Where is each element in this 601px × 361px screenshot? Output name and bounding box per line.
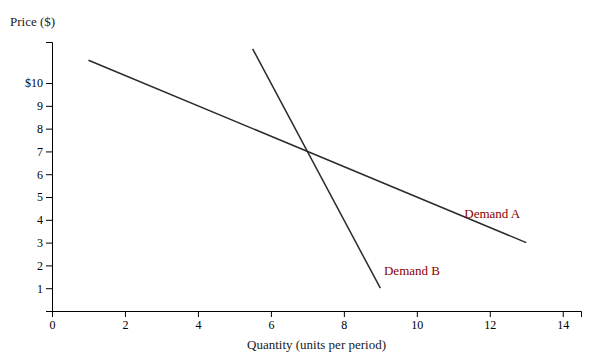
x-tick: 14 xyxy=(557,311,569,332)
x-tick: 10 xyxy=(411,311,423,332)
x-tick: 0 xyxy=(50,311,56,332)
annotation: Demand A xyxy=(464,206,521,221)
y-tick-label: 1 xyxy=(37,282,43,296)
y-tick: 7 xyxy=(37,145,52,159)
annotations: Demand A Demand B xyxy=(384,206,521,278)
y-tick-mark xyxy=(46,106,52,107)
y-tick: $10 xyxy=(25,76,52,90)
plot-area xyxy=(88,49,526,288)
x-tick: 12 xyxy=(484,311,496,332)
x-tick: 4 xyxy=(195,311,201,332)
x-tick-mark xyxy=(125,311,126,317)
y-tick: 9 xyxy=(37,99,52,113)
x-tick-mark xyxy=(198,311,199,317)
y-tick-label: 2 xyxy=(37,259,43,273)
y-tick-label: 5 xyxy=(37,190,43,204)
x-tick-label: 2 xyxy=(122,318,128,332)
y-tick-label: 7 xyxy=(37,145,43,159)
annotation: Demand B xyxy=(384,263,440,278)
x-tick-label: 10 xyxy=(411,318,423,332)
chart: 02468101214123456789$10Demand ADemand BQ… xyxy=(0,0,601,361)
y-tick-mark xyxy=(46,151,52,152)
x-tick-label: 14 xyxy=(557,318,569,332)
x-tick-label: 12 xyxy=(484,318,496,332)
y-tick: 6 xyxy=(37,168,52,182)
y-tick-label: 9 xyxy=(37,99,43,113)
x-tick-label: 0 xyxy=(50,318,56,332)
x-tick-label: 6 xyxy=(268,318,274,332)
x-axis-line xyxy=(53,312,582,318)
x-tick-mark xyxy=(271,311,272,317)
y-tick-label: 6 xyxy=(37,168,43,182)
y-axis: 1 2 3 4 5 6 7 8 9 $10 xyxy=(25,43,53,312)
y-tick-label: 4 xyxy=(37,213,43,227)
y-tick-mark xyxy=(46,129,52,130)
y-tick-label: 8 xyxy=(37,122,43,136)
y-tick-mark xyxy=(46,174,52,175)
y-axis-title: Price ($) xyxy=(10,14,55,29)
x-tick: 2 xyxy=(122,311,128,332)
y-tick: 8 xyxy=(37,122,52,136)
x-tick-mark xyxy=(490,311,491,317)
y-tick-mark xyxy=(46,243,52,244)
y-tick-mark xyxy=(46,197,52,198)
x-tick-label: 8 xyxy=(341,318,347,332)
x-tick-mark xyxy=(417,311,418,317)
y-tick: 5 xyxy=(37,190,52,204)
x-tick-label: 4 xyxy=(195,318,201,332)
x-tick: 6 xyxy=(268,311,274,332)
x-tick: 8 xyxy=(341,311,347,332)
y-tick-label: $10 xyxy=(25,76,43,90)
y-tick-mark xyxy=(46,288,52,289)
y-tick-mark xyxy=(46,220,52,221)
x-axis: 0 2 4 6 8 10 12 14 xyxy=(50,311,582,332)
y-tick: 1 xyxy=(37,282,52,296)
y-tick: 2 xyxy=(37,259,52,273)
demand-line xyxy=(253,49,381,288)
y-tick-mark xyxy=(46,83,52,84)
y-axis-line xyxy=(46,43,53,312)
y-tick-label: 3 xyxy=(37,236,43,250)
x-tick-mark xyxy=(563,311,564,317)
x-axis-title: Quantity (units per period) xyxy=(247,337,386,352)
y-tick-mark xyxy=(46,265,52,266)
x-tick-mark xyxy=(344,311,345,317)
y-tick: 4 xyxy=(37,213,52,227)
y-tick: 3 xyxy=(37,236,52,250)
